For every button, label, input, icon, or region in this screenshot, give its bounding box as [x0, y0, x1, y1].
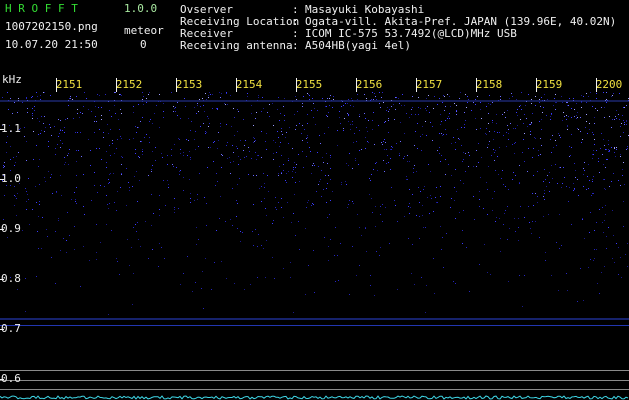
info-value: A504HB(yagi 4el)	[305, 39, 411, 52]
info-value: ICOM IC-575 53.7492(@LCD)MHz USB	[305, 27, 517, 40]
x-tick-label: 2151	[56, 78, 83, 91]
x-tick-label: 2158	[476, 78, 503, 91]
info-colon: :	[292, 39, 299, 52]
app-version: 1.0.0	[124, 2, 157, 15]
meteor-label: meteor	[124, 24, 164, 37]
x-tick-label: 2152	[116, 78, 143, 91]
y-tick-label: 0.8	[1, 272, 21, 285]
x-tick-label: 2155	[296, 78, 323, 91]
info-value: Ogata-vill. Akita-Pref. JAPAN (139.96E, …	[305, 15, 616, 28]
x-tick-label: 2200	[596, 78, 623, 91]
x-tick-label: 2156	[356, 78, 383, 91]
y-tick-label: 0.9	[1, 222, 21, 235]
y-unit: kHz	[2, 73, 22, 86]
y-tick-label: 0.7	[1, 322, 21, 335]
x-tick-label: 2157	[416, 78, 443, 91]
info-colon: :	[292, 3, 299, 16]
info-label: Ovserver	[180, 3, 233, 16]
meteor-count: 0	[140, 38, 147, 51]
info-value: Masayuki Kobayashi	[305, 3, 424, 16]
y-tick-label: 0.6	[1, 372, 21, 385]
x-tick-label: 2153	[176, 78, 203, 91]
y-tick-label: 1.0	[1, 172, 21, 185]
info-label: Receiving antenna	[180, 39, 293, 52]
noise-floor	[0, 395, 629, 400]
datetime: 10.07.20 21:50	[5, 38, 98, 51]
x-tick-label: 2159	[536, 78, 563, 91]
app-name: H R O F F T	[5, 2, 78, 15]
file-name: 1007202150.png	[5, 20, 98, 33]
info-colon: :	[292, 15, 299, 28]
x-tick-label: 2154	[236, 78, 263, 91]
info-label: Receiving Location	[180, 15, 299, 28]
info-colon: :	[292, 27, 299, 40]
y-tick-label: 1.1	[1, 122, 21, 135]
info-label: Receiver	[180, 27, 233, 40]
